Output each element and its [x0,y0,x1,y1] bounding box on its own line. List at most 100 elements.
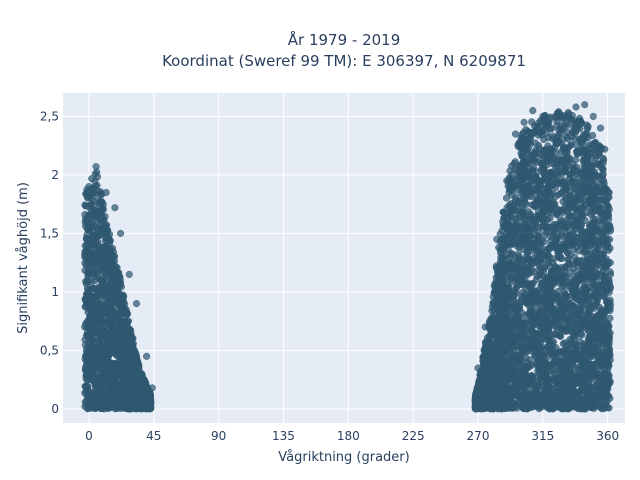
data-point [110,256,119,265]
data-point [130,394,139,402]
data-point [134,386,142,395]
data-point [563,133,571,141]
data-point [130,371,138,379]
data-point [82,234,90,242]
data-point [116,317,124,325]
data-point [101,243,109,251]
data-point [141,378,149,386]
data-point [120,332,128,340]
data-point [600,156,608,164]
data-point [98,370,106,378]
data-point [91,206,99,214]
data-point [102,230,111,238]
data-point [517,149,525,157]
data-point [141,384,149,392]
data-point [584,123,592,131]
data-point [577,231,585,240]
data-point [590,159,598,167]
data-point [99,364,107,372]
data-point [85,305,93,313]
data-point [489,293,497,301]
data-point [127,326,135,334]
data-point [113,341,122,349]
data-point [101,252,109,260]
data-point [89,232,97,240]
data-point [91,177,99,185]
data-point [587,376,595,384]
data-point [123,311,131,319]
data-point [113,396,121,404]
data-point [103,266,111,274]
data-point [107,283,116,291]
data-point [570,190,578,198]
data-point [95,327,104,336]
data-point [107,295,115,303]
data-point [84,211,93,219]
data-point [88,269,96,277]
data-point [520,211,529,219]
data-point [604,359,613,368]
data-point [502,194,511,202]
data-point [115,380,123,388]
data-point [84,392,93,400]
data-point [115,301,123,309]
data-point [93,315,102,324]
data-point [108,277,116,285]
data-point [535,141,543,150]
data-point [95,345,103,353]
data-point [81,266,89,274]
data-point [82,297,90,305]
data-point [111,331,119,339]
data-point [83,332,91,340]
data-point [103,350,111,358]
data-point [101,237,109,245]
data-point [93,271,102,279]
data-point [123,359,131,367]
data-point [94,258,102,267]
data-point [91,398,99,406]
data-point [96,290,104,298]
data-point [98,213,106,221]
data-point [88,346,96,354]
data-point [110,323,118,331]
data-point [89,336,97,344]
data-point [107,250,115,258]
data-point [94,381,103,389]
data-point [82,202,90,210]
data-point [86,360,95,368]
data-point [116,292,124,300]
data-point [93,388,101,397]
data-point [109,244,117,252]
data-point [83,242,91,250]
data-point [81,323,89,331]
data-point [547,154,555,162]
data-point [84,385,92,393]
data-point [131,355,139,363]
data-point [96,335,105,343]
data-point [95,242,103,250]
data-point [116,402,124,410]
data-point [100,393,108,401]
data-point [574,296,582,304]
data-point [587,210,595,218]
data-point [523,146,531,155]
data-point [103,221,111,229]
chart-title-line-1: År 1979 - 2019 [288,30,401,49]
data-point [136,372,144,380]
data-point [106,305,114,313]
data-point [134,379,142,387]
data-point [113,269,121,277]
data-point [89,284,97,292]
data-points [81,101,615,413]
data-point [92,366,100,374]
data-point [131,403,139,411]
data-point [526,210,535,218]
data-point [83,254,91,262]
data-point [122,349,130,357]
data-point [122,397,130,406]
data-point [112,366,120,375]
data-point [87,371,95,379]
data-point [99,402,107,410]
chart-title-line-2: Koordinat (Sweref 99 TM): E 306397, N 62… [162,52,526,70]
